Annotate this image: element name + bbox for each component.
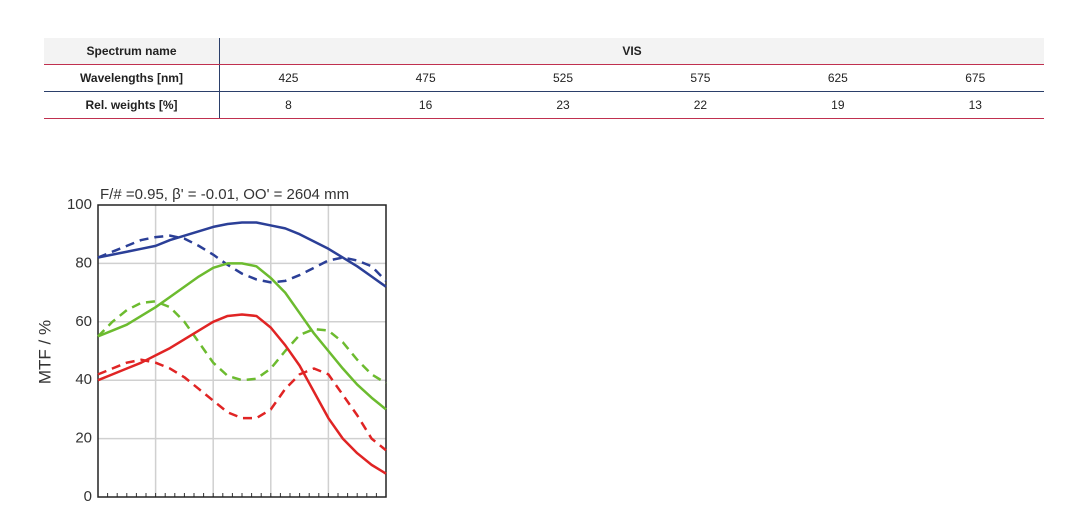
y-tick-label: 0 <box>84 488 92 505</box>
cell: 625 <box>769 64 907 92</box>
mtf-line <box>97 300 387 385</box>
table-row: Rel. weights [%] 8 16 23 22 19 13 <box>44 91 1044 119</box>
chart: F/# =0.95, β' = -0.01, OO' = 2604 mm MTF… <box>35 186 387 505</box>
mtf-line <box>97 313 387 475</box>
row-label: Wavelengths [nm] <box>44 64 220 92</box>
chart-title: F/# =0.95, β' = -0.01, OO' = 2604 mm <box>100 186 349 203</box>
cell: 16 <box>356 91 495 119</box>
cell: 19 <box>769 91 907 119</box>
header-cell: VIS <box>219 38 1044 65</box>
cell: 575 <box>631 64 770 92</box>
header-row: Spectrum name VIS <box>44 38 1044 65</box>
cell: 525 <box>494 64 632 92</box>
mtf-line <box>97 234 387 284</box>
cell: 23 <box>494 91 632 119</box>
row-label: Rel. weights [%] <box>44 91 220 119</box>
y-tick-label: 80 <box>75 254 92 271</box>
y-tick-label: 100 <box>67 196 92 213</box>
spectrum-table: Spectrum name VIS Wavelengths [nm] 425 475… <box>44 38 1044 119</box>
y-tick-label: 40 <box>75 371 92 388</box>
table-row: Wavelengths [nm] 425 475 525 575 625 675 <box>44 64 1044 92</box>
cell: 425 <box>219 64 357 92</box>
cell: 22 <box>631 91 770 119</box>
mtf-line <box>97 221 387 288</box>
cell: 8 <box>219 91 357 119</box>
y-tick-label: 60 <box>75 313 92 330</box>
mtf-line <box>97 262 387 411</box>
header-cell: Spectrum name <box>44 38 220 65</box>
plot-frame <box>97 204 387 498</box>
mtf-line <box>97 358 387 452</box>
cell: 13 <box>906 91 1044 119</box>
y-tick-label: 20 <box>75 430 92 447</box>
y-axis-label: MTF / % <box>35 320 54 384</box>
cell: 675 <box>906 64 1044 92</box>
cell: 475 <box>356 64 495 92</box>
